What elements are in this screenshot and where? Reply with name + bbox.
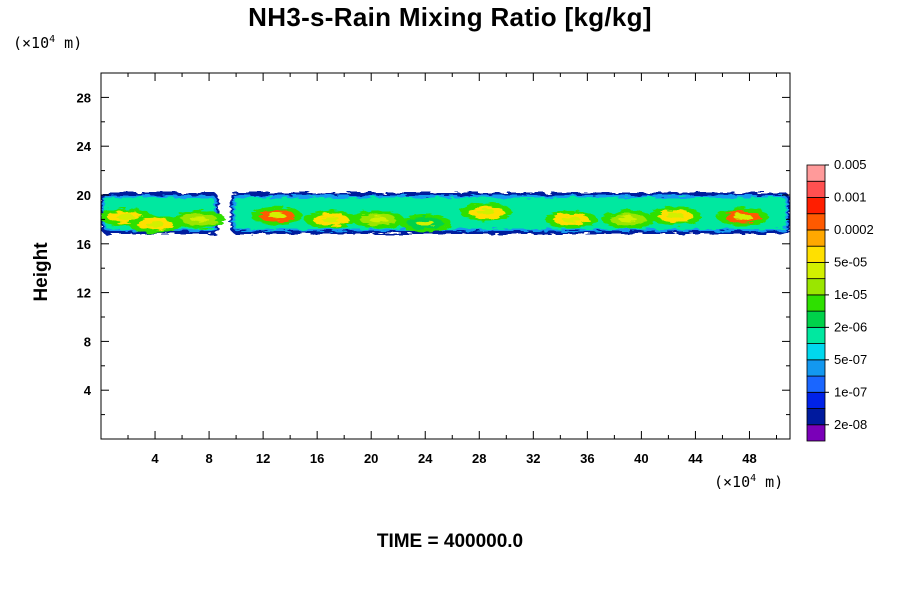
colorbar-swatch xyxy=(806,213,826,231)
colorbar-swatch xyxy=(806,180,826,198)
colorbar-swatch xyxy=(806,424,826,442)
cloud-core-peak xyxy=(267,212,286,219)
colorbar-label: 2e-06 xyxy=(834,319,867,334)
x-tick-label: 32 xyxy=(526,451,540,466)
colorbar-label: 0.0002 xyxy=(834,222,874,237)
colorbar-label: 5e-05 xyxy=(834,254,867,269)
cloud-core-peak xyxy=(416,220,435,227)
colorbar-label: 0.005 xyxy=(834,157,867,172)
time-label: TIME = 400000.0 xyxy=(376,531,524,552)
colorbar-label: 1e-05 xyxy=(834,287,867,302)
x-tick-label: 20 xyxy=(364,451,378,466)
cloud-core-peak xyxy=(618,216,637,223)
y-tick-label: 20 xyxy=(77,188,91,203)
colorbar-swatch xyxy=(806,408,826,426)
colorbar-swatch xyxy=(806,278,826,296)
cloud-core-peak xyxy=(733,213,752,220)
cloud-core-peak xyxy=(146,221,165,228)
y-axis-unit: (×104 m) xyxy=(13,34,83,52)
colorbar-label: 5e-07 xyxy=(834,352,867,367)
cloud-core-peak xyxy=(562,216,581,223)
plot-frame xyxy=(100,72,791,440)
y-tick-label: 28 xyxy=(77,90,91,105)
colorbar-swatch xyxy=(806,326,826,344)
colorbar-swatch xyxy=(806,197,826,215)
x-tick-label: 16 xyxy=(310,451,324,466)
colorbar-swatch xyxy=(806,391,826,409)
x-tick-label: 24 xyxy=(418,451,433,466)
colorbar-swatch xyxy=(806,229,826,247)
cloud-core-peak xyxy=(321,216,340,223)
colorbar-swatch xyxy=(806,375,826,393)
cloud-core-peak xyxy=(666,212,685,219)
x-tick-label: 44 xyxy=(688,451,703,466)
y-tick-label: 8 xyxy=(84,334,91,349)
cloud-core-peak xyxy=(477,209,496,216)
colorbar-label: 1e-07 xyxy=(834,384,867,399)
colorbar-swatch xyxy=(806,359,826,377)
x-tick-label: 4 xyxy=(151,451,159,466)
x-tick-label: 36 xyxy=(580,451,594,466)
colorbar: 2e-08 1e-07 5e-07 2e-06 1e-05 5e-05 0.0002 0.00… xyxy=(806,157,874,442)
colorbar-swatch xyxy=(806,343,826,361)
chart-title: NH3-s-Rain Mixing Ratio [kg/kg] xyxy=(248,2,652,32)
y-tick-label: 24 xyxy=(77,139,92,154)
x-tick-label: 48 xyxy=(742,451,756,466)
colorbar-swatch xyxy=(806,245,826,263)
x-tick-label: 40 xyxy=(634,451,648,466)
colorbar-swatch xyxy=(806,262,826,280)
x-tick-label: 8 xyxy=(205,451,212,466)
x-tick-label: 12 xyxy=(256,451,270,466)
colorbar-swatch xyxy=(806,310,826,328)
x-tick-label: 28 xyxy=(472,451,486,466)
cloud-field xyxy=(101,192,790,235)
cloud-core-peak xyxy=(190,216,209,223)
y-tick-label: 16 xyxy=(77,237,91,252)
y-tick-label: 4 xyxy=(84,383,92,398)
colorbar-label: 0.001 xyxy=(834,189,867,204)
colorbar-swatch xyxy=(806,164,826,182)
y-tick-label: 12 xyxy=(77,286,91,301)
colorbar-label: 2e-08 xyxy=(834,417,867,432)
colorbar-swatch xyxy=(806,294,826,312)
cloud-core-peak xyxy=(368,216,387,223)
cloud-core-peak xyxy=(116,213,135,220)
x-axis-unit: (×104 m) xyxy=(714,473,784,491)
